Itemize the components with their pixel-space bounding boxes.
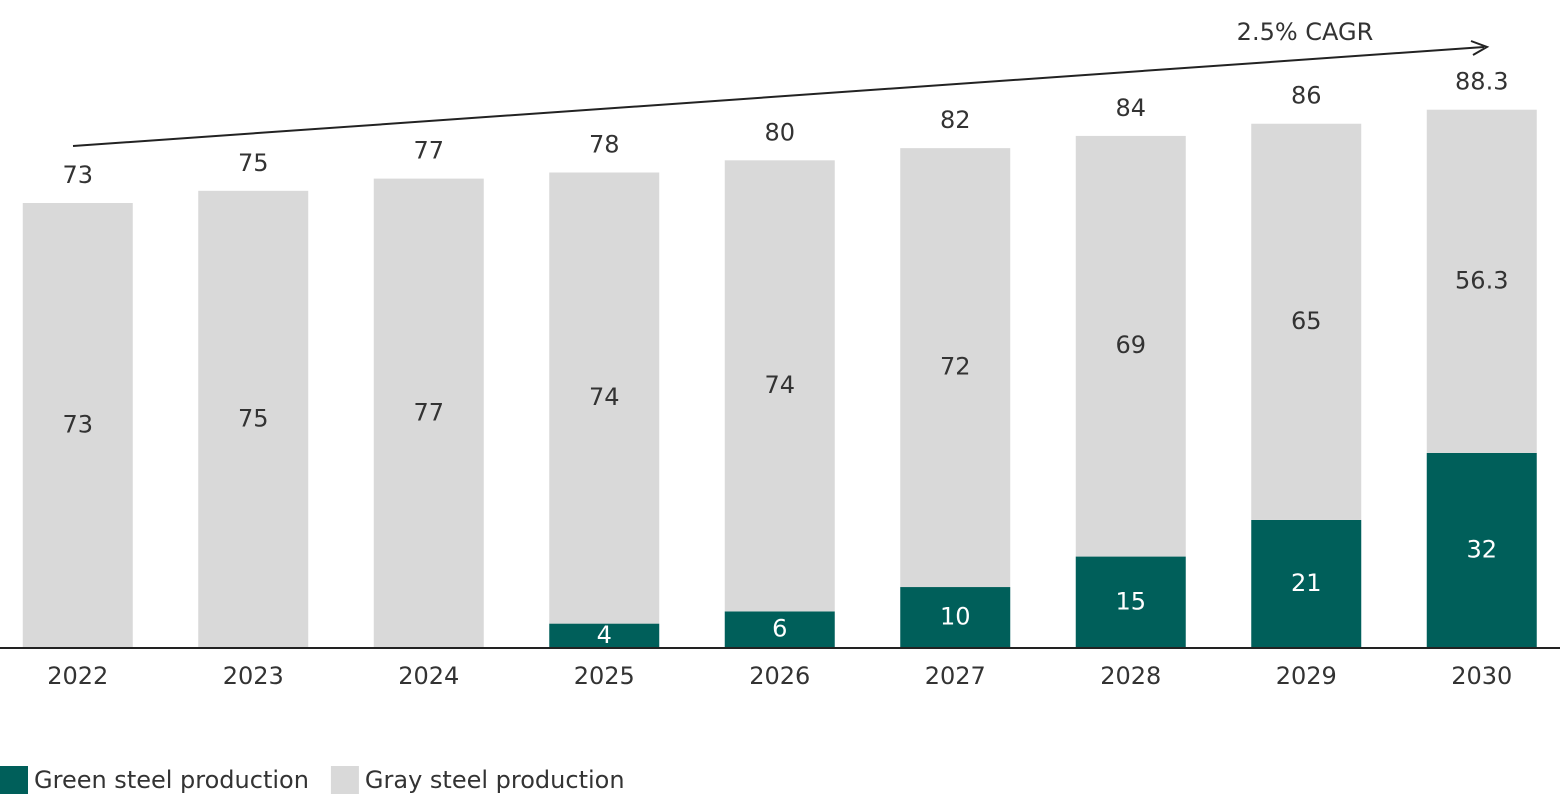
value-label: 65	[1291, 307, 1322, 335]
value-label: 56.3	[1455, 266, 1508, 294]
x-tick-label: 2029	[1276, 662, 1337, 690]
x-tick-label: 2027	[925, 662, 986, 690]
total-label: 86	[1291, 82, 1322, 110]
bar-segment	[1251, 519, 1362, 648]
total-label: 75	[238, 149, 269, 177]
value-label: 75	[238, 404, 269, 432]
value-label: 10	[940, 603, 971, 631]
total-label: 84	[1115, 94, 1146, 122]
total-label: 80	[764, 118, 795, 146]
value-label: 6	[772, 615, 787, 643]
cagr-arrowhead	[1470, 40, 1490, 56]
bar-segment	[1251, 123, 1362, 520]
x-tick-label: 2023	[223, 662, 284, 690]
legend-label: Gray steel production	[365, 766, 625, 794]
value-label: 32	[1466, 535, 1497, 563]
bar-segment	[22, 202, 133, 648]
bar-segment	[724, 160, 835, 612]
cagr-annotation: 2.5% CAGR	[1237, 18, 1374, 46]
x-tick-label: 2022	[47, 662, 108, 690]
bar-segment	[1426, 452, 1537, 648]
bar-segment	[1075, 135, 1186, 557]
value-label: 77	[413, 398, 444, 426]
value-label: 21	[1291, 569, 1322, 597]
total-label: 73	[62, 161, 93, 189]
bar-segment	[1426, 109, 1537, 453]
value-label: 69	[1115, 331, 1146, 359]
x-tick-label: 2028	[1100, 662, 1161, 690]
bar-segment	[549, 172, 660, 624]
x-tick-label: 2025	[574, 662, 635, 690]
bar-segment	[1075, 556, 1186, 648]
x-tick-label: 2024	[398, 662, 459, 690]
total-label: 88.3	[1455, 68, 1508, 96]
total-label: 78	[589, 131, 620, 159]
value-label: 73	[62, 410, 93, 438]
legend-swatch	[330, 766, 359, 794]
cagr-arrow	[72, 46, 1485, 147]
bar-segment	[198, 190, 309, 649]
bar-segment	[373, 178, 484, 648]
value-label: 74	[764, 371, 795, 399]
legend-label: Green steel production	[34, 766, 309, 794]
bar-segment	[900, 148, 1011, 588]
value-label: 72	[940, 353, 971, 381]
bar-segment	[724, 611, 835, 648]
value-label: 74	[589, 383, 620, 411]
total-label: 82	[940, 106, 971, 134]
value-label: 4	[597, 621, 612, 649]
x-tick-label: 2030	[1451, 662, 1512, 690]
legend-swatch	[0, 766, 28, 794]
total-label: 77	[413, 137, 444, 165]
bar-segment	[900, 587, 1011, 648]
bar-segment	[549, 623, 660, 648]
value-label: 15	[1115, 587, 1146, 615]
x-tick-label: 2026	[749, 662, 810, 690]
